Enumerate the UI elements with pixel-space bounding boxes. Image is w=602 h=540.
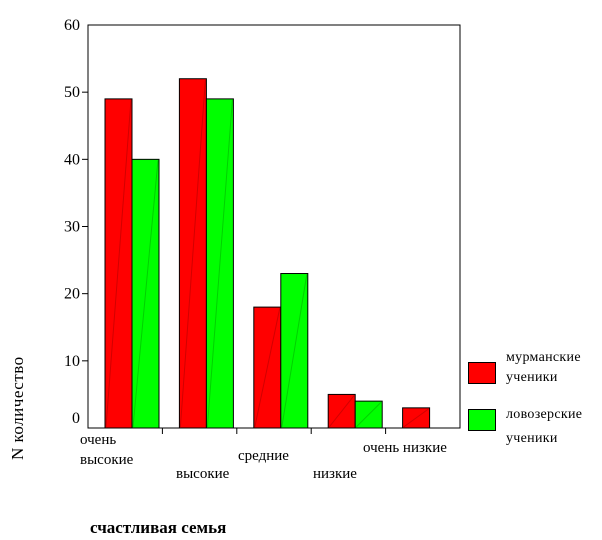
bar-hatch xyxy=(355,401,382,428)
x-tick-label: очень низкие xyxy=(363,440,447,456)
y-tick-label: 20 xyxy=(64,286,80,303)
legend-label-line: ловозерские xyxy=(506,407,583,422)
bar-lovozero xyxy=(131,158,160,429)
bar-lovozero xyxy=(280,273,309,429)
legend-swatch-green xyxy=(468,409,496,431)
bar-hatch xyxy=(105,99,132,428)
bar-hatch xyxy=(281,274,308,428)
bar-murmansk xyxy=(178,78,207,429)
y-axis-label: N количество xyxy=(8,356,27,460)
bar-murmansk xyxy=(402,407,431,429)
bars xyxy=(104,78,431,429)
bar-hatch xyxy=(132,160,159,428)
bar-lovozero xyxy=(354,400,383,429)
legend-label: ловозерские ученики xyxy=(506,405,602,449)
y-tick-label: 50 xyxy=(64,84,80,101)
bar-murmansk xyxy=(327,393,356,429)
x-tick-label: средние xyxy=(238,448,289,464)
x-axis: очень высокие высокие средние низкие очень ни… xyxy=(80,428,447,482)
bar-murmansk xyxy=(104,98,133,429)
bar-hatch xyxy=(206,99,233,428)
legend-swatch-red xyxy=(468,362,496,384)
bar-lovozero xyxy=(205,98,234,429)
bar-hatch xyxy=(254,307,281,428)
bar-murmansk xyxy=(253,306,282,429)
x-tick-label: высокие xyxy=(80,452,134,468)
legend-label-line: ученики xyxy=(506,370,558,385)
y-tick-label: 30 xyxy=(64,219,80,236)
y-axis: 0 10 20 30 40 50 60 xyxy=(64,17,88,427)
y-tick-label: 60 xyxy=(64,17,80,34)
bar-hatch xyxy=(328,395,355,428)
x-axis-label: счастливая семья xyxy=(90,518,227,537)
y-tick-label: 0 xyxy=(72,410,80,427)
y-tick-label: 10 xyxy=(64,353,80,370)
y-tick-label: 40 xyxy=(64,151,80,168)
x-tick-label: очень xyxy=(80,432,116,448)
bar-hatch xyxy=(179,79,206,428)
legend-label-line: ученики xyxy=(506,431,558,446)
x-tick-label: высокие xyxy=(176,466,230,482)
bar-hatch xyxy=(403,408,429,428)
legend-label-line: мурманские xyxy=(506,350,581,365)
x-tick-label: низкие xyxy=(313,466,357,482)
legend-label: мурманские ученики xyxy=(506,348,602,388)
